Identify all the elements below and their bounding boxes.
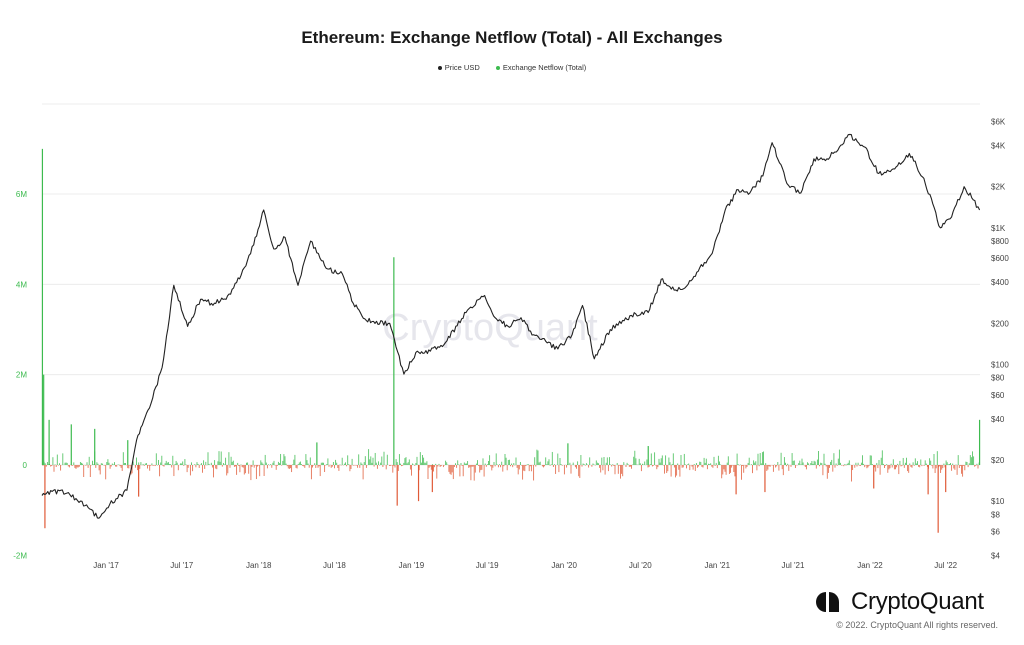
x-tick-label: Jan '22 xyxy=(857,561,883,570)
right-tick-label: $200 xyxy=(991,319,1009,328)
x-tick-label: Jul '20 xyxy=(629,561,652,570)
x-tick-label: Jul '18 xyxy=(323,561,346,570)
right-tick-label: $600 xyxy=(991,254,1009,263)
legend-item-price[interactable]: Price USD xyxy=(437,63,480,72)
left-tick-label: 2M xyxy=(16,371,27,380)
x-tick-label: Jan '17 xyxy=(93,561,119,570)
x-tick-label: Jul '21 xyxy=(782,561,805,570)
right-tick-label: $800 xyxy=(991,237,1009,246)
right-tick-label: $40 xyxy=(991,415,1005,424)
x-tick-label: Jan '18 xyxy=(246,561,272,570)
x-tick-label: Jul '17 xyxy=(170,561,193,570)
right-tick-label: $60 xyxy=(991,391,1005,400)
chart-title: Ethereum: Exchange Netflow (Total) - All… xyxy=(301,28,723,47)
left-axis: 6M 4M 2M 0 -2M xyxy=(13,190,27,560)
x-axis: Jan '17 Jul '17 Jan '18 Jul '18 Jan '19 Jul '… xyxy=(93,561,957,570)
right-tick-label: $20 xyxy=(991,456,1005,465)
right-tick-label: $6 xyxy=(991,527,1000,536)
legend-label-netflow: Exchange Netflow (Total) xyxy=(502,63,587,72)
legend-label-price: Price USD xyxy=(444,63,480,72)
left-tick-label: 4M xyxy=(16,280,27,289)
watermark: CryptoQuant xyxy=(382,307,598,349)
legend-dot-netflow xyxy=(495,66,500,71)
right-tick-label: $6K xyxy=(991,118,1006,127)
right-tick-label: $2K xyxy=(991,183,1006,192)
grid-lines xyxy=(42,103,980,466)
right-tick-label: $4 xyxy=(991,552,1000,561)
right-tick-label: $100 xyxy=(991,360,1009,369)
right-tick-label: $4K xyxy=(991,142,1006,151)
right-axis: $6K $4K $2K $1K $800 $600 $400 $200 $100 $80 $60 $4… xyxy=(991,118,1009,561)
cryptoquant-logo-icon xyxy=(816,592,839,612)
right-tick-label: $80 xyxy=(991,374,1005,383)
x-tick-label: Jan '21 xyxy=(704,561,730,570)
brand: CryptoQuant xyxy=(815,588,984,616)
left-tick-label: 6M xyxy=(16,190,27,199)
price-line xyxy=(41,133,981,519)
right-tick-label: $10 xyxy=(991,497,1005,506)
x-tick-label: Jan '19 xyxy=(399,561,425,570)
legend: Price USD Exchange Netflow (Total) xyxy=(0,63,1024,72)
legend-dot-price xyxy=(437,66,442,71)
x-tick-label: Jul '19 xyxy=(476,561,499,570)
netflow-series xyxy=(41,148,981,533)
right-tick-label: $400 xyxy=(991,278,1009,287)
right-tick-label: $1K xyxy=(991,224,1006,233)
left-tick-label: 0 xyxy=(23,461,28,470)
right-tick-label: $8 xyxy=(991,510,1000,519)
price-series xyxy=(41,133,981,519)
brand-name: CryptoQuant xyxy=(851,588,984,615)
left-tick-label: -2M xyxy=(13,551,27,560)
x-tick-label: Jul '22 xyxy=(934,561,957,570)
x-tick-label: Jan '20 xyxy=(551,561,577,570)
copyright-notice: © 2022. CryptoQuant All rights reserved. xyxy=(836,620,998,630)
legend-item-netflow[interactable]: Exchange Netflow (Total) xyxy=(495,63,587,72)
